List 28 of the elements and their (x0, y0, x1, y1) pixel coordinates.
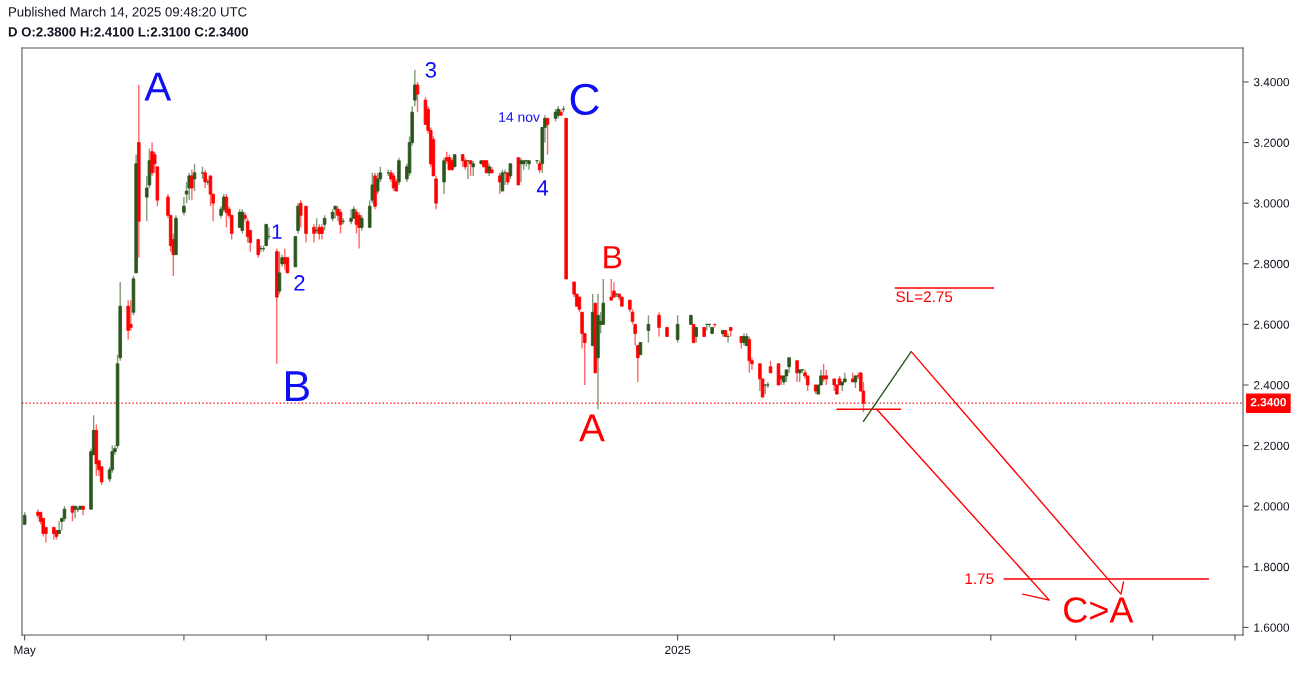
ref-line-label: 2.3400 (1250, 397, 1286, 407)
annotation: B (285, 371, 309, 401)
y-tick-label: 1.6000 (1254, 623, 1290, 632)
annotation: A (144, 72, 172, 101)
x-tick-label: 2025 (665, 645, 691, 655)
annotation: 3 (425, 62, 437, 78)
annotation: 4 (536, 180, 549, 196)
chart-subtitle: D O:2.3800 H:2.4100 L:2.3100 C:2.3400 (8, 27, 249, 37)
y-tick-label: 2.6000 (1254, 320, 1290, 329)
annotation: 14 nov (499, 112, 540, 122)
annotation: C (570, 83, 599, 116)
annotation: A (579, 414, 605, 442)
y-tick-label: 3.4000 (1253, 77, 1290, 87)
annotation: C>A (1064, 597, 1134, 623)
annotation: 2 (294, 275, 305, 291)
y-tick-label: 2.8000 (1254, 259, 1290, 269)
y-tick-label: 2.0000 (1254, 502, 1290, 511)
annotation: SL=2.75 (896, 291, 953, 303)
annotation: B (604, 246, 622, 269)
x-tick-label: May (14, 645, 36, 657)
y-tick-label: 2.2000 (1254, 441, 1290, 450)
annotation: 1 (272, 224, 282, 239)
y-tick-label: 3.2000 (1253, 138, 1290, 147)
chart-title: Published March 14, 2025 09:48:20 UTC (9, 6, 247, 19)
y-tick-label: 2.4000 (1254, 381, 1290, 390)
y-tick-label: 1.8000 (1254, 562, 1290, 572)
y-tick-label: 3.0000 (1253, 199, 1290, 208)
annotation: 1.75 (965, 573, 994, 585)
